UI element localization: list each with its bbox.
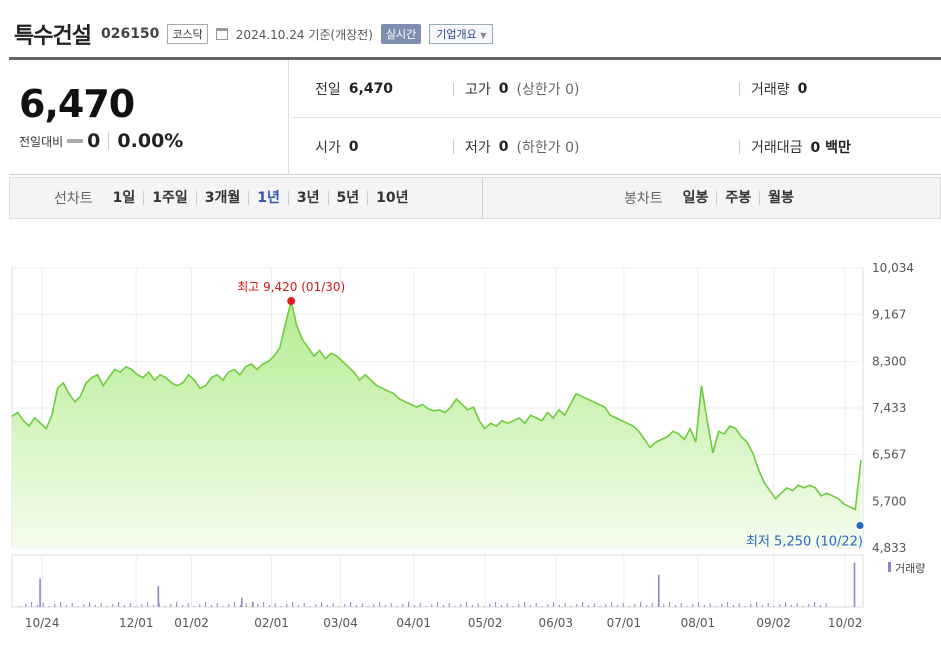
y-tick-label: 9,167 [872,308,906,322]
divider [739,140,740,154]
stock-header: 특수건설 026150 코스닥 2024.10.24 기준(개장전) 실시간 기… [14,14,494,54]
amount-value: 0 백만 [810,140,851,156]
open-price: 시가 0 [315,137,359,157]
tab-monthly[interactable]: 월봉 [759,191,802,205]
x-tick-label: 06/03 [538,616,573,630]
low-label: 저가 [465,140,491,156]
x-tick-label: 12/01 [119,616,154,630]
tab-3y[interactable]: 3년 [287,191,328,205]
price-area [12,301,861,548]
tab-1y[interactable]: 1년 [248,191,288,205]
high-price: 고가 0 (상한가 0) [465,79,579,99]
realtime-button[interactable]: 실시간 [380,24,422,44]
x-tick-label: 02/01 [254,616,289,630]
y-tick-label: 5,700 [872,494,906,508]
max-label: 최고 9,420 (01/30) [237,280,345,294]
tab-1d[interactable]: 1일 [112,190,136,206]
max-marker [287,297,296,306]
prev-value: 6,470 [348,80,394,97]
x-tick-label: 10/02 [828,616,863,630]
price-line [11,300,862,511]
current-price: 6,470 [19,82,135,126]
change-label: 전일대비 [19,134,64,149]
market-tag: 코스닥 [167,24,208,44]
tab-weekly[interactable]: 주봉 [716,191,759,205]
company-info-label: 기업개요 [436,28,477,41]
y-tick-label: 10,034 [872,261,914,275]
company-info-button[interactable]: 기업개요 ▼ [429,24,494,44]
volume-value: 0 [797,80,808,97]
tab-3m[interactable]: 3개월 [195,191,249,205]
flat-icon [67,139,84,143]
volume-legend: 거래량 [895,562,925,575]
open-label: 시가 [315,140,341,156]
tab-5y[interactable]: 5년 [327,191,368,205]
tab-1w[interactable]: 1주일 [143,191,196,205]
volume: 거래량 0 [751,79,807,99]
candle-chart-title: 봉차트 [624,191,663,207]
open-value: 0 [348,139,359,155]
trade-amount: 거래대금 0 백만 [751,137,851,157]
price-chart-svg: 10,034 9,167 8,300 7,433 6,567 5,700 4,833 10/2… [11,261,925,630]
line-chart-title: 선차트 [54,191,93,207]
tab-daily[interactable]: 일봉 [682,190,709,206]
prev-close: 전일 6,470 [315,79,393,99]
x-tick-label: 07/01 [607,616,642,630]
amount-label: 거래대금 [751,140,803,156]
tab-10y[interactable]: 10년 [367,191,416,205]
detail-row: 전일 6,470 고가 0 (상한가 0) 거래량 0 [291,60,941,118]
divider [739,82,740,96]
quote-panel: 6,470 전일대비 0 0.00% 전일 6,470 고가 0 (상한가 0)… [9,57,941,175]
chart-tab-bar: 선차트 1일 1주일 3개월 1년 3년 5년 10년 봉차트 일봉 주봉 월봉 [9,177,941,219]
calendar-icon [215,28,228,40]
x-tick-label: 09/02 [756,616,791,630]
stock-name: 특수건설 [14,24,92,49]
upper-limit: (상한가 0) [516,81,580,98]
y-tick-label: 6,567 [872,448,906,462]
high-value: 0 [498,80,509,97]
volume-frame [11,554,864,608]
high-label: 고가 [465,81,491,98]
change-row: 전일대비 0 0.00% [19,130,183,152]
change-percent: 0.00% [117,130,184,152]
prev-label: 전일 [315,81,341,98]
x-tick-label: 04/01 [396,616,431,630]
price-area: 6,470 전일대비 0 0.00% [9,60,289,175]
stock-code: 026150 [100,26,160,42]
x-tick-label: 01/02 [174,616,209,630]
candle-chart-tabs: 봉차트 일봉 주봉 월봉 [624,178,802,218]
price-chart: 10,034 9,167 8,300 7,433 6,567 5,700 4,833 10/2… [0,245,941,645]
x-tick-label: 05/02 [468,616,503,630]
divider [453,82,454,96]
base-date: 2024.10.24 기준(개장전) [235,27,373,42]
chevron-down-icon: ▼ [480,31,487,40]
y-tick-label: 4,833 [872,541,906,555]
y-tick-label: 8,300 [872,354,906,368]
divider [453,140,454,154]
x-tick-label: 10/24 [25,616,60,630]
x-tick-label: 03/04 [323,616,358,630]
y-tick-label: 7,433 [872,401,906,415]
detail-row: 시가 0 저가 0 (하한가 0) 거래대금 0 백만 [291,118,941,176]
change-value: 0 [87,130,101,152]
min-marker [856,522,864,530]
low-price: 저가 0 (하한가 0) [465,137,579,157]
divider [108,132,110,150]
volume-legend-swatch [888,562,891,572]
min-label: 최저 5,250 (10/22) [746,535,863,550]
volume-label: 거래량 [751,81,790,98]
low-value: 0 [498,139,509,155]
lower-limit: (하한가 0) [516,140,580,156]
line-chart-tabs: 선차트 1일 1주일 3개월 1년 3년 5년 10년 [54,178,417,218]
quote-details: 전일 6,470 고가 0 (상한가 0) 거래량 0 시가 0 저가 [291,60,941,175]
divider [482,178,483,218]
x-tick-label: 08/01 [681,616,716,630]
